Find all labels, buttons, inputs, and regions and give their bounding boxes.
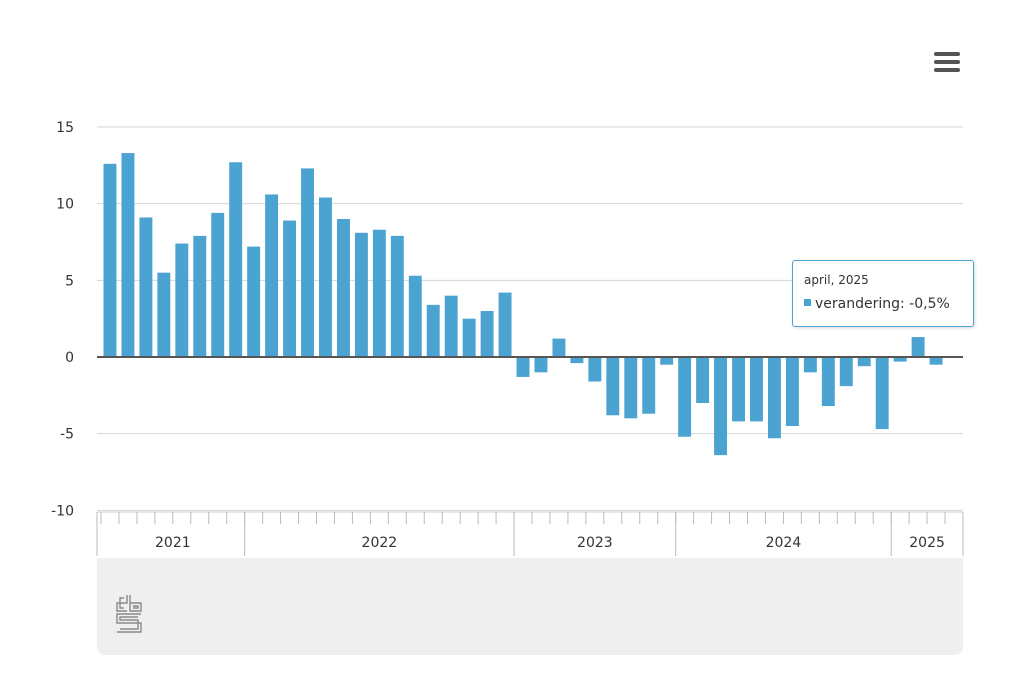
bar (606, 357, 620, 416)
bar (839, 357, 853, 387)
bar (103, 163, 117, 357)
bar (319, 197, 332, 357)
x-year-label: 2022 (362, 535, 398, 551)
bar (570, 357, 584, 364)
bar (462, 318, 476, 357)
hamburger-menu-icon[interactable] (930, 48, 964, 76)
bar (139, 217, 153, 357)
bar (696, 357, 710, 403)
bar (283, 220, 297, 357)
tooltip: april, 2025 verandering: -0,5% (792, 260, 974, 327)
bar (444, 295, 458, 357)
bar (211, 212, 225, 357)
bar (336, 219, 350, 357)
bar (732, 357, 745, 422)
bar (875, 357, 889, 430)
bar (301, 168, 314, 357)
y-tick-label: 0 (65, 350, 74, 366)
bar (785, 357, 799, 426)
tooltip-row: verandering: -0,5% (804, 296, 950, 312)
bar (354, 232, 368, 357)
bar (408, 275, 422, 357)
bar (390, 235, 404, 357)
series-swatch (804, 299, 811, 306)
bar (803, 357, 817, 373)
bar (750, 357, 763, 422)
tooltip-series-label: verandering: -0,5% (815, 296, 950, 312)
bar (642, 357, 656, 414)
bar (857, 357, 871, 367)
y-tick-label: 15 (56, 120, 74, 136)
x-year-label: 2021 (155, 535, 191, 551)
bar (534, 357, 548, 373)
bar (498, 292, 512, 357)
bar (247, 246, 261, 357)
bar (175, 243, 189, 357)
y-tick-label: 10 (56, 197, 74, 213)
bar (767, 357, 781, 439)
x-axis: 2021 2022 2023 2024 2025 (96, 511, 964, 556)
bar (157, 272, 171, 357)
bar (480, 311, 494, 357)
chart-footer (97, 558, 963, 655)
x-year-label: 2024 (766, 535, 802, 551)
bar (678, 357, 692, 437)
bar (552, 338, 566, 357)
x-year-label: 2023 (577, 535, 613, 551)
bar (714, 357, 728, 456)
bar (821, 357, 835, 407)
y-axis-labels: 15 10 5 0 -5 -10 (51, 120, 74, 519)
bar (588, 357, 602, 382)
bar (426, 304, 440, 357)
x-year-label: 2025 (909, 535, 945, 551)
y-tick-label: -5 (60, 427, 74, 443)
bar (372, 229, 386, 357)
bar (911, 337, 925, 357)
bar (929, 357, 943, 365)
bar (193, 235, 207, 357)
bar (229, 162, 243, 357)
bars (103, 153, 943, 456)
bar (121, 153, 135, 357)
tooltip-title: april, 2025 (804, 273, 869, 287)
bar (265, 194, 279, 357)
y-tick-label: 5 (65, 273, 74, 289)
bar (660, 357, 674, 365)
bar (893, 357, 907, 362)
y-tick-label: -10 (51, 503, 74, 519)
bar (624, 357, 638, 419)
bar (516, 357, 530, 377)
cbs-logo (116, 595, 142, 633)
